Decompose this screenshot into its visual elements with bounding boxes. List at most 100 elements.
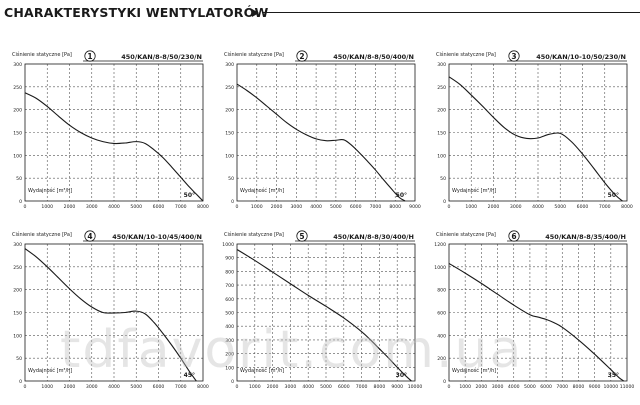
y-tick-label: 800 <box>225 269 234 275</box>
blade-angle-label: 50° <box>184 192 195 199</box>
blade-angle-label: 35° <box>608 372 619 379</box>
y-axis-label: Ciśnienie statyczne [Pa] <box>12 231 72 238</box>
y-tick-label: 50 <box>228 176 234 182</box>
chart-number: 4 <box>87 232 92 241</box>
x-tick-label: 9000 <box>391 384 403 390</box>
x-tick-label: 2000 <box>271 204 283 210</box>
x-tick-label: 4000 <box>532 204 544 210</box>
chart-number: 6 <box>511 232 516 241</box>
x-axis-label: Wydajność [m³/h] <box>452 367 496 374</box>
x-tick-label: 8000 <box>621 204 633 210</box>
y-tick-label: 250 <box>13 265 22 271</box>
x-tick-label: 2000 <box>64 384 76 390</box>
x-tick-label: 6000 <box>153 384 165 390</box>
chart-model: 450/KAN/8-8/30/400/H <box>333 233 414 241</box>
x-tick-label: 5000 <box>320 384 332 390</box>
chart-number-circle <box>296 50 308 62</box>
plot-frame <box>448 63 628 202</box>
y-tick-label: 0 <box>231 379 234 385</box>
x-tick-label: 7000 <box>175 384 187 390</box>
chart-model: 450/KAN/8-8/50/400/N <box>333 53 414 61</box>
y-tick-label: 300 <box>437 62 446 68</box>
chart-panel-6: 6 450/KAN/8-8/35/400/H Ciśnienie statyczne… <box>434 230 634 390</box>
blade-angle-label: 45° <box>184 372 195 379</box>
plot-frame <box>236 63 416 202</box>
x-tick-label: 2000 <box>476 384 488 390</box>
chart-model: 450/KAN/8-8/35/400/H <box>545 233 626 241</box>
y-tick-label: 50 <box>16 356 22 362</box>
chart-model: 450/KAN/10-10/45/400/N <box>112 233 202 241</box>
plot-frame <box>236 243 416 382</box>
y-tick-label: 0 <box>443 199 446 205</box>
y-tick-label: 250 <box>13 85 22 91</box>
x-tick-label: 9000 <box>409 204 421 210</box>
y-tick-label: 100 <box>225 365 234 371</box>
chart-panel-2: 2 450/KAN/8-8/50/400/N Ciśnienie statyczne… <box>224 50 421 210</box>
x-tick-label: 0 <box>236 204 239 210</box>
y-tick-label: 250 <box>437 85 446 91</box>
x-tick-label: 1000 <box>41 204 53 210</box>
y-tick-label: 100 <box>225 153 234 159</box>
fan-curve-line <box>236 249 412 382</box>
x-tick-label: 3000 <box>285 384 297 390</box>
x-tick-label: 5000 <box>330 204 342 210</box>
watermark: tdfavorit.com.ua <box>60 320 524 380</box>
y-tick-label: 50 <box>440 176 446 182</box>
x-tick-label: 5000 <box>554 204 566 210</box>
y-tick-label: 300 <box>225 62 234 68</box>
chart-panel-4: 4 450/KAN/10-10/45/400/N Ciśnienie statycz… <box>12 230 209 390</box>
x-tick-label: 8000 <box>197 204 209 210</box>
y-tick-label: 800 <box>437 288 446 294</box>
x-tick-label: 6000 <box>338 384 350 390</box>
chart-number: 1 <box>87 52 92 61</box>
chart-number: 3 <box>511 52 516 61</box>
y-tick-label: 200 <box>437 108 446 114</box>
x-tick-label: 2000 <box>267 384 279 390</box>
title-rule <box>262 12 640 13</box>
x-tick-label: 1000 <box>251 204 263 210</box>
x-tick-label: 3000 <box>86 384 98 390</box>
chart-number: 5 <box>299 232 304 241</box>
x-axis-label: Wydajność [m³/h] <box>28 187 72 194</box>
y-tick-label: 500 <box>225 311 234 317</box>
y-axis-label: Ciśnienie statyczne [Pa] <box>224 51 284 58</box>
y-tick-label: 50 <box>16 176 22 182</box>
y-tick-label: 200 <box>225 108 234 114</box>
y-tick-label: 1200 <box>434 242 446 248</box>
chart-panel-5: 5 450/KAN/8-8/30/400/H Ciśnienie statyczne… <box>222 230 423 390</box>
y-tick-label: 200 <box>437 356 446 362</box>
x-tick-label: 6000 <box>350 204 362 210</box>
x-tick-label: 4000 <box>508 384 520 390</box>
x-tick-label: 6000 <box>577 204 589 210</box>
x-axis-label: Wydajność [m³/h] <box>452 187 496 194</box>
y-tick-label: 150 <box>225 131 234 137</box>
x-tick-label: 7000 <box>370 204 382 210</box>
x-tick-label: 0 <box>448 204 451 210</box>
y-tick-label: 700 <box>225 283 234 289</box>
x-tick-label: 7000 <box>599 204 611 210</box>
x-tick-label: 3000 <box>492 384 504 390</box>
y-tick-label: 200 <box>225 352 234 358</box>
chart-panel-3: 3 450/KAN/10-10/50/230/N Ciśnienie statycz… <box>436 50 633 210</box>
x-tick-label: 10000 <box>408 384 423 390</box>
x-tick-label: 6000 <box>153 204 165 210</box>
x-tick-label: 9000 <box>589 384 601 390</box>
y-tick-label: 150 <box>437 131 446 137</box>
y-axis-label: Ciśnienie statyczne [Pa] <box>436 51 496 58</box>
chart-model: 450/KAN/8-8/50/230/N <box>121 53 202 61</box>
x-tick-label: 4000 <box>108 384 120 390</box>
x-tick-label: 2000 <box>488 204 500 210</box>
chart-number-circle <box>508 50 520 62</box>
x-tick-label: 5000 <box>130 384 142 390</box>
blade-angle-label: 30° <box>396 372 407 379</box>
y-tick-label: 0 <box>443 379 446 385</box>
x-tick-label: 3000 <box>510 204 522 210</box>
x-tick-label: 4000 <box>310 204 322 210</box>
y-tick-label: 600 <box>225 297 234 303</box>
x-tick-label: 0 <box>24 204 27 210</box>
x-tick-label: 2000 <box>64 204 76 210</box>
fan-curve-line <box>24 92 204 202</box>
blade-angle-label: 50° <box>396 192 407 199</box>
y-tick-label: 100 <box>13 333 22 339</box>
